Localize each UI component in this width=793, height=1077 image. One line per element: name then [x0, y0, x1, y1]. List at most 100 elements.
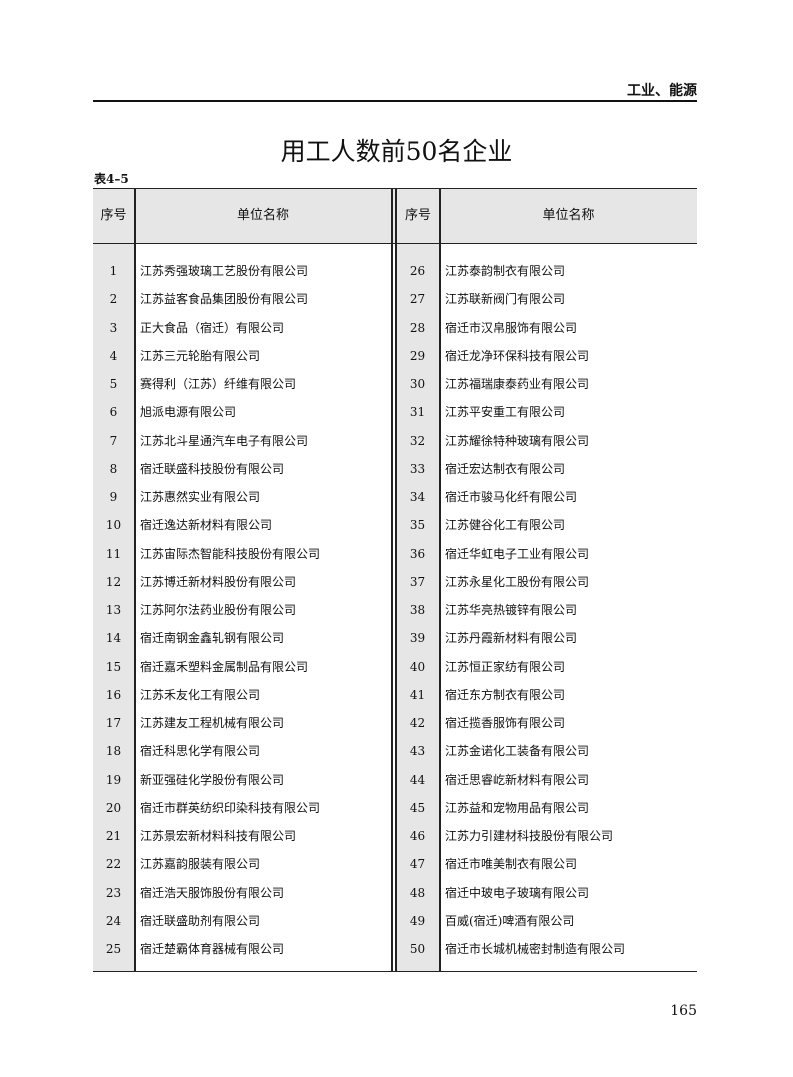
column-divider — [439, 189, 441, 971]
row-company-name: 正大食品（宿迁）有限公司 — [140, 320, 285, 335]
header-seq-right: 序号 — [404, 208, 431, 223]
seq-column-left — [93, 189, 134, 971]
table-row: 19 新亚强硅化学股份有限公司 — [93, 766, 391, 794]
row-company-name: 赛得利（江苏）纤维有限公司 — [140, 377, 297, 391]
seq-column-right — [397, 189, 439, 971]
table-row: 22 江苏嘉韵服装有限公司 — [93, 850, 391, 878]
table-row: 6 旭派电源有限公司 — [93, 398, 391, 426]
row-company-name: 江苏嘉韵服装有限公司 — [140, 857, 261, 872]
table-row: 39 江苏丹霞新材料有限公司 — [397, 624, 697, 652]
row-company-name: 百威(宿迁)啤酒有限公司 — [445, 913, 575, 928]
row-seq: 2 — [109, 292, 118, 307]
row-seq: 37 — [409, 574, 426, 589]
row-seq: 14 — [105, 631, 122, 646]
row-company-name: 江苏联新阀门有限公司 — [445, 292, 566, 307]
row-seq: 4 — [109, 348, 118, 363]
row-seq: 11 — [105, 546, 122, 561]
row-company-name: 宿迁揽香服饰有限公司 — [445, 716, 566, 730]
row-company-name: 宿迁龙净环保科技有限公司 — [445, 348, 590, 363]
row-seq: 6 — [109, 405, 118, 420]
row-company-name: 江苏健谷化工有限公司 — [445, 518, 566, 533]
table-row: 49 百威(宿迁)啤酒有限公司 — [397, 907, 697, 935]
row-seq: 9 — [109, 490, 118, 504]
table-row: 47 宿迁市唯美制衣有限公司 — [397, 850, 697, 878]
row-seq: 15 — [105, 659, 122, 674]
row-company-name: 宿迁中玻电子玻璃有限公司 — [445, 885, 590, 900]
table-row: 38 江苏华亮热镀锌有限公司 — [397, 596, 697, 624]
row-company-name: 江苏力引建材科技股份有限公司 — [445, 829, 614, 843]
double-divider-b — [395, 189, 397, 971]
row-company-name: 江苏惠然实业有限公司 — [140, 490, 261, 504]
table-row: 35 江苏健谷化工有限公司 — [397, 511, 697, 539]
row-company-name: 宿迁联盛科技股份有限公司 — [140, 461, 285, 476]
row-seq: 3 — [109, 320, 118, 335]
row-company-name: 江苏建友工程机械有限公司 — [140, 716, 285, 730]
row-seq: 45 — [409, 800, 426, 815]
row-company-name: 宿迁市汉帛服饰有限公司 — [445, 320, 578, 335]
row-seq: 43 — [409, 744, 426, 759]
table-row: 34 宿迁市骏马化纤有限公司 — [397, 483, 697, 511]
row-seq: 36 — [409, 546, 426, 561]
table-row: 8 宿迁联盛科技股份有限公司 — [93, 455, 391, 483]
row-seq: 38 — [409, 603, 426, 617]
table-row: 25 宿迁楚霸体育器械有限公司 — [93, 935, 391, 963]
table-row: 26 江苏泰韵制衣有限公司 — [397, 257, 697, 285]
row-company-name: 江苏泰韵制衣有限公司 — [445, 264, 566, 278]
table-row: 13 江苏阿尔法药业股份有限公司 — [93, 596, 391, 624]
row-seq: 48 — [409, 885, 426, 900]
table-row: 15 宿迁嘉禾塑料金属制品有限公司 — [93, 653, 391, 681]
row-seq: 47 — [409, 857, 426, 872]
page-title: 用工人数前50名企业 — [280, 137, 513, 166]
table-row: 27 江苏联新阀门有限公司 — [397, 285, 697, 313]
table-row: 50 宿迁市长城机械密封制造有限公司 — [397, 935, 697, 963]
column-divider — [134, 189, 136, 971]
table-row: 32 江苏耀徐特种玻璃有限公司 — [397, 427, 697, 455]
left-rows: 1 江苏秀强玻璃工艺股份有限公司 2 江苏益客食品集团股份有限公司 3 正大食品（宿迁）有… — [93, 257, 391, 963]
table-row: 10 宿迁逸达新材料有限公司 — [93, 511, 391, 539]
row-seq: 39 — [409, 631, 426, 646]
row-seq: 33 — [409, 461, 426, 476]
row-seq: 5 — [109, 377, 118, 391]
table-row: 33 宿迁宏达制衣有限公司 — [397, 455, 697, 483]
row-seq: 28 — [409, 320, 426, 335]
row-company-name: 宿迁楚霸体育器械有限公司 — [140, 942, 285, 956]
row-seq: 8 — [109, 461, 118, 476]
table-number: 表4–5 — [94, 172, 129, 186]
row-seq: 35 — [409, 518, 426, 533]
row-seq: 44 — [409, 772, 426, 787]
table-row: 3 正大食品（宿迁）有限公司 — [93, 314, 391, 342]
row-company-name: 江苏北斗星通汽车电子有限公司 — [140, 433, 309, 448]
row-seq: 40 — [409, 659, 426, 674]
row-seq: 1 — [109, 264, 118, 278]
row-company-name: 宿迁华虹电子工业有限公司 — [445, 546, 590, 561]
table-row: 23 宿迁浩天服饰股份有限公司 — [93, 879, 391, 907]
row-seq: 7 — [109, 433, 118, 448]
row-company-name: 宿迁逸达新材料有限公司 — [140, 518, 273, 533]
row-seq: 32 — [409, 433, 426, 448]
table-row: 42 宿迁揽香服饰有限公司 — [397, 709, 697, 737]
row-seq: 20 — [105, 800, 122, 815]
row-seq: 30 — [409, 377, 426, 391]
row-company-name: 江苏华亮热镀锌有限公司 — [445, 603, 578, 617]
table-row: 4 江苏三元轮胎有限公司 — [93, 342, 391, 370]
row-company-name: 江苏益和宠物用品有限公司 — [445, 800, 590, 815]
row-company-name: 江苏益客食品集团股份有限公司 — [140, 292, 309, 307]
row-company-name: 江苏福瑞康泰药业有限公司 — [445, 377, 590, 391]
row-seq: 24 — [105, 913, 122, 928]
row-company-name: 宿迁宏达制衣有限公司 — [445, 461, 566, 476]
table-row: 31 江苏平安重工有限公司 — [397, 398, 697, 426]
row-seq: 16 — [105, 687, 122, 702]
double-divider-a — [391, 189, 393, 971]
row-company-name: 宿迁南钢金鑫轧钢有限公司 — [140, 631, 285, 646]
row-company-name: 宿迁市群英纺织印染科技有限公司 — [140, 800, 321, 815]
row-company-name: 宿迁市唯美制衣有限公司 — [445, 857, 578, 872]
row-company-name: 宿迁思睿屹新材料有限公司 — [445, 772, 590, 787]
row-company-name: 宿迁联盛助剂有限公司 — [140, 913, 261, 928]
header-seq-left: 序号 — [100, 208, 127, 223]
table-row: 46 江苏力引建材科技股份有限公司 — [397, 822, 697, 850]
header-rule — [93, 100, 697, 102]
row-seq: 25 — [105, 942, 122, 956]
right-rows: 26 江苏泰韵制衣有限公司 27 江苏联新阀门有限公司 28 宿迁市汉帛服饰有限公司 29 宿… — [397, 257, 697, 963]
row-company-name: 江苏禾友化工有限公司 — [140, 687, 261, 702]
table-row: 16 江苏禾友化工有限公司 — [93, 681, 391, 709]
